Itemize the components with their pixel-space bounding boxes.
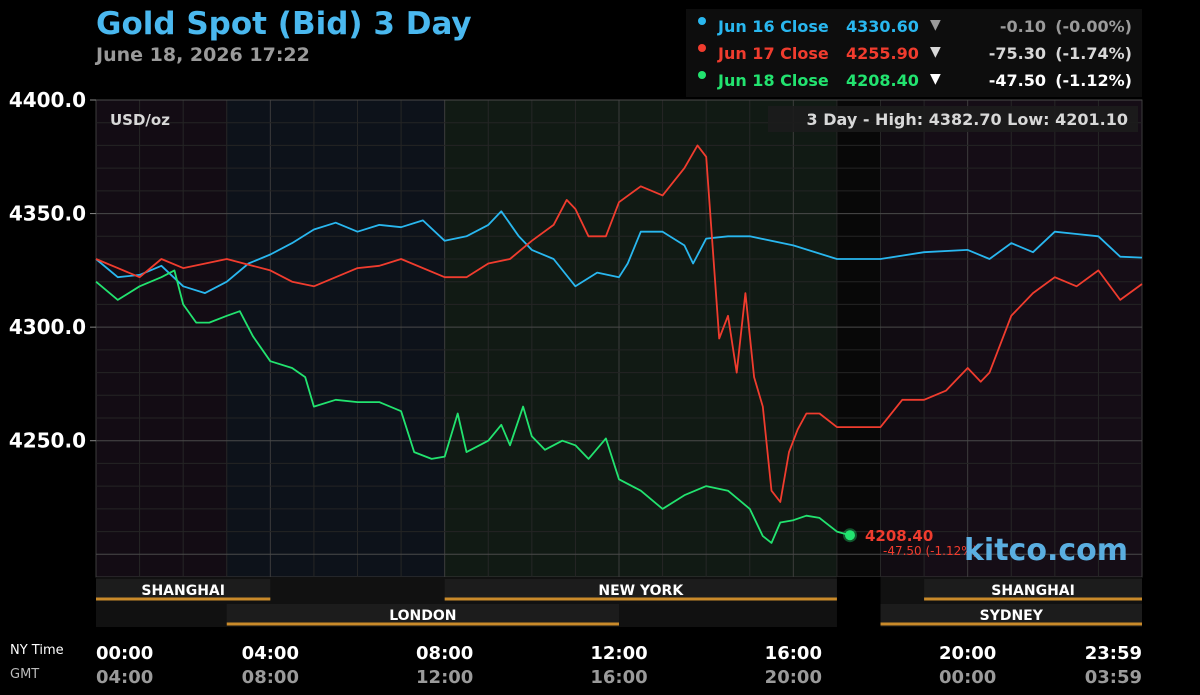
session-top-box [96,579,271,599]
legend-row-jun16: Jun 16 Close 4330.60 ▼ -0.10 (-0.00%) [686,13,1142,39]
session-bottom-label: SYDNEY [980,608,1044,624]
x-row-label-ny: NY Time [10,643,64,658]
y-tick-label: 4350.0 [9,202,86,226]
stats-box [768,106,1138,132]
x-tick-gmt: 12:00 [416,667,473,688]
legend-percent: (-0.00%) [1055,17,1132,36]
down-arrow-icon: ▼ [930,17,941,33]
series-lines [95,144,1143,544]
session-bottom-box [226,604,619,624]
high-low-stats: 3 Day - High: 4382.70 Low: 4201.10 [807,110,1128,129]
x-tick-gmt: 16:00 [590,667,647,688]
x-tick-ny: 08:00 [416,643,473,664]
legend-value: 4255.90 [846,44,919,63]
y-tick-label: 4300.0 [9,315,86,339]
chart-overlay: 4208.40-47.50 (-1.12%) USD/oz 3 Day - High… [110,106,1138,568]
page-title: Gold Spot (Bid) 3 Day [96,6,472,42]
legend-change: -75.30 [988,44,1046,63]
legend-row-jun18: Jun 18 Close 4208.40 ▼ -47.50 (-1.12%) [686,67,1142,93]
legend-dot-icon [698,71,706,79]
y-tick-label: 4400.0 [9,88,86,112]
legend-row-jun17: Jun 17 Close 4255.90 ▼ -75.30 (-1.74%) [686,40,1142,66]
plot-background [95,99,1143,578]
session-bottom-label: LONDON [389,608,456,624]
legend-label: Jun 18 Close [718,71,829,90]
down-arrow-icon: ▼ [930,44,941,60]
legend-percent: (-1.74%) [1055,44,1132,63]
x-tick-gmt: 08:00 [242,667,299,688]
watermark: kitco.com [964,533,1128,568]
x-tick-ny: 12:00 [590,643,647,664]
legend-label: Jun 16 Close [718,17,829,36]
legend-dot-icon [698,17,706,25]
x-tick-gmt: 00:00 [939,667,996,688]
session-top-label: NEW YORK [598,583,684,599]
x-tick-ny: 16:00 [765,643,822,664]
session-top-box [444,579,837,599]
series-line-2 [95,269,851,544]
x-row-label-gmt: GMT [10,667,39,682]
legend-change: -0.10 [999,17,1046,36]
session-band [619,100,837,577]
session-band [924,100,1142,577]
legend-change: -47.50 [988,71,1046,90]
session-bottom-box [880,604,1142,624]
session-top-box [924,579,1142,599]
legend-percent: (-1.12%) [1055,71,1132,90]
chart-axes: 4400.0 4350.0 4300.0 4250.0 SHANGHAI NEW YORK… [9,88,1142,688]
x-tick-ny: 23:59 [1085,643,1142,664]
session-band [836,100,881,577]
session-band [226,100,445,577]
down-arrow-icon: ▼ [930,71,941,87]
close-legend: Jun 16 Close 4330.60 ▼ -0.10 (-0.00%) Ju… [686,9,1142,97]
x-tick-gmt: 03:59 [1085,667,1142,688]
session-top-label: SHANGHAI [991,583,1075,599]
session-top-label: SHANGHAI [141,583,225,599]
y-tick-label: 4250.0 [9,429,86,453]
last-price-dot [844,530,855,541]
legend-dot-icon [698,44,706,52]
x-tick-ny: 04:00 [242,643,299,664]
page-subtitle: June 18, 2026 17:22 [96,44,310,66]
last-price-change: -47.50 (-1.12%) [883,544,977,558]
last-price-value: 4208.40 [865,527,933,545]
unit-label: USD/oz [110,111,170,129]
legend-label: Jun 17 Close [718,44,829,63]
series-line-1 [95,144,1143,503]
legend-value: 4330.60 [846,17,919,36]
x-tick-ny: 20:00 [939,643,996,664]
session-band [880,100,925,577]
session-gap [836,577,881,627]
x-tick-gmt: 04:00 [96,667,153,688]
x-tick-ny: 00:00 [96,643,153,664]
session-band [96,100,227,577]
series-line-0 [95,210,1143,294]
legend-value: 4208.40 [846,71,919,90]
x-tick-gmt: 20:00 [765,667,822,688]
